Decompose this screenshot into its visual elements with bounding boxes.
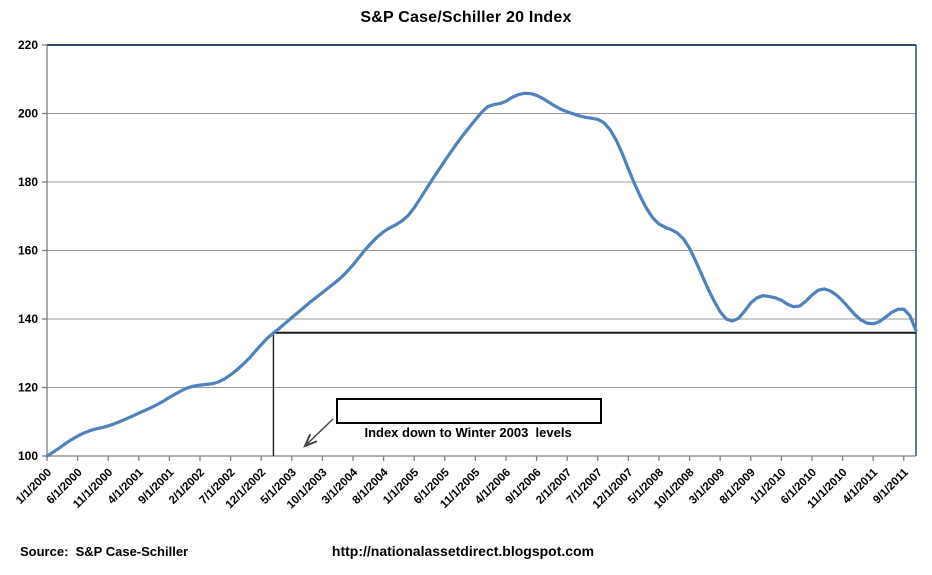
y-tick-label: 180 xyxy=(18,175,38,189)
blog-url: http://nationalassetdirect.blogspot.com xyxy=(331,543,595,559)
annotation-box: Index down to Winter 2003 levels xyxy=(336,398,602,440)
series-line xyxy=(45,91,918,458)
y-tick-label: 200 xyxy=(18,107,38,121)
y-tick-label: 120 xyxy=(18,381,38,395)
y-tick-label: 220 xyxy=(18,38,38,52)
y-tick-label: 140 xyxy=(18,312,38,326)
chart-title: S&P Case/Schiller 20 Index xyxy=(360,9,572,26)
annotation-arrow xyxy=(305,418,334,446)
y-tick-label: 100 xyxy=(18,449,38,463)
source-label: Source: S&P Case-Schiller xyxy=(20,544,189,559)
annotation-text: Index down to Winter 2003 levels xyxy=(364,425,572,440)
y-tick-label: 160 xyxy=(18,244,38,258)
